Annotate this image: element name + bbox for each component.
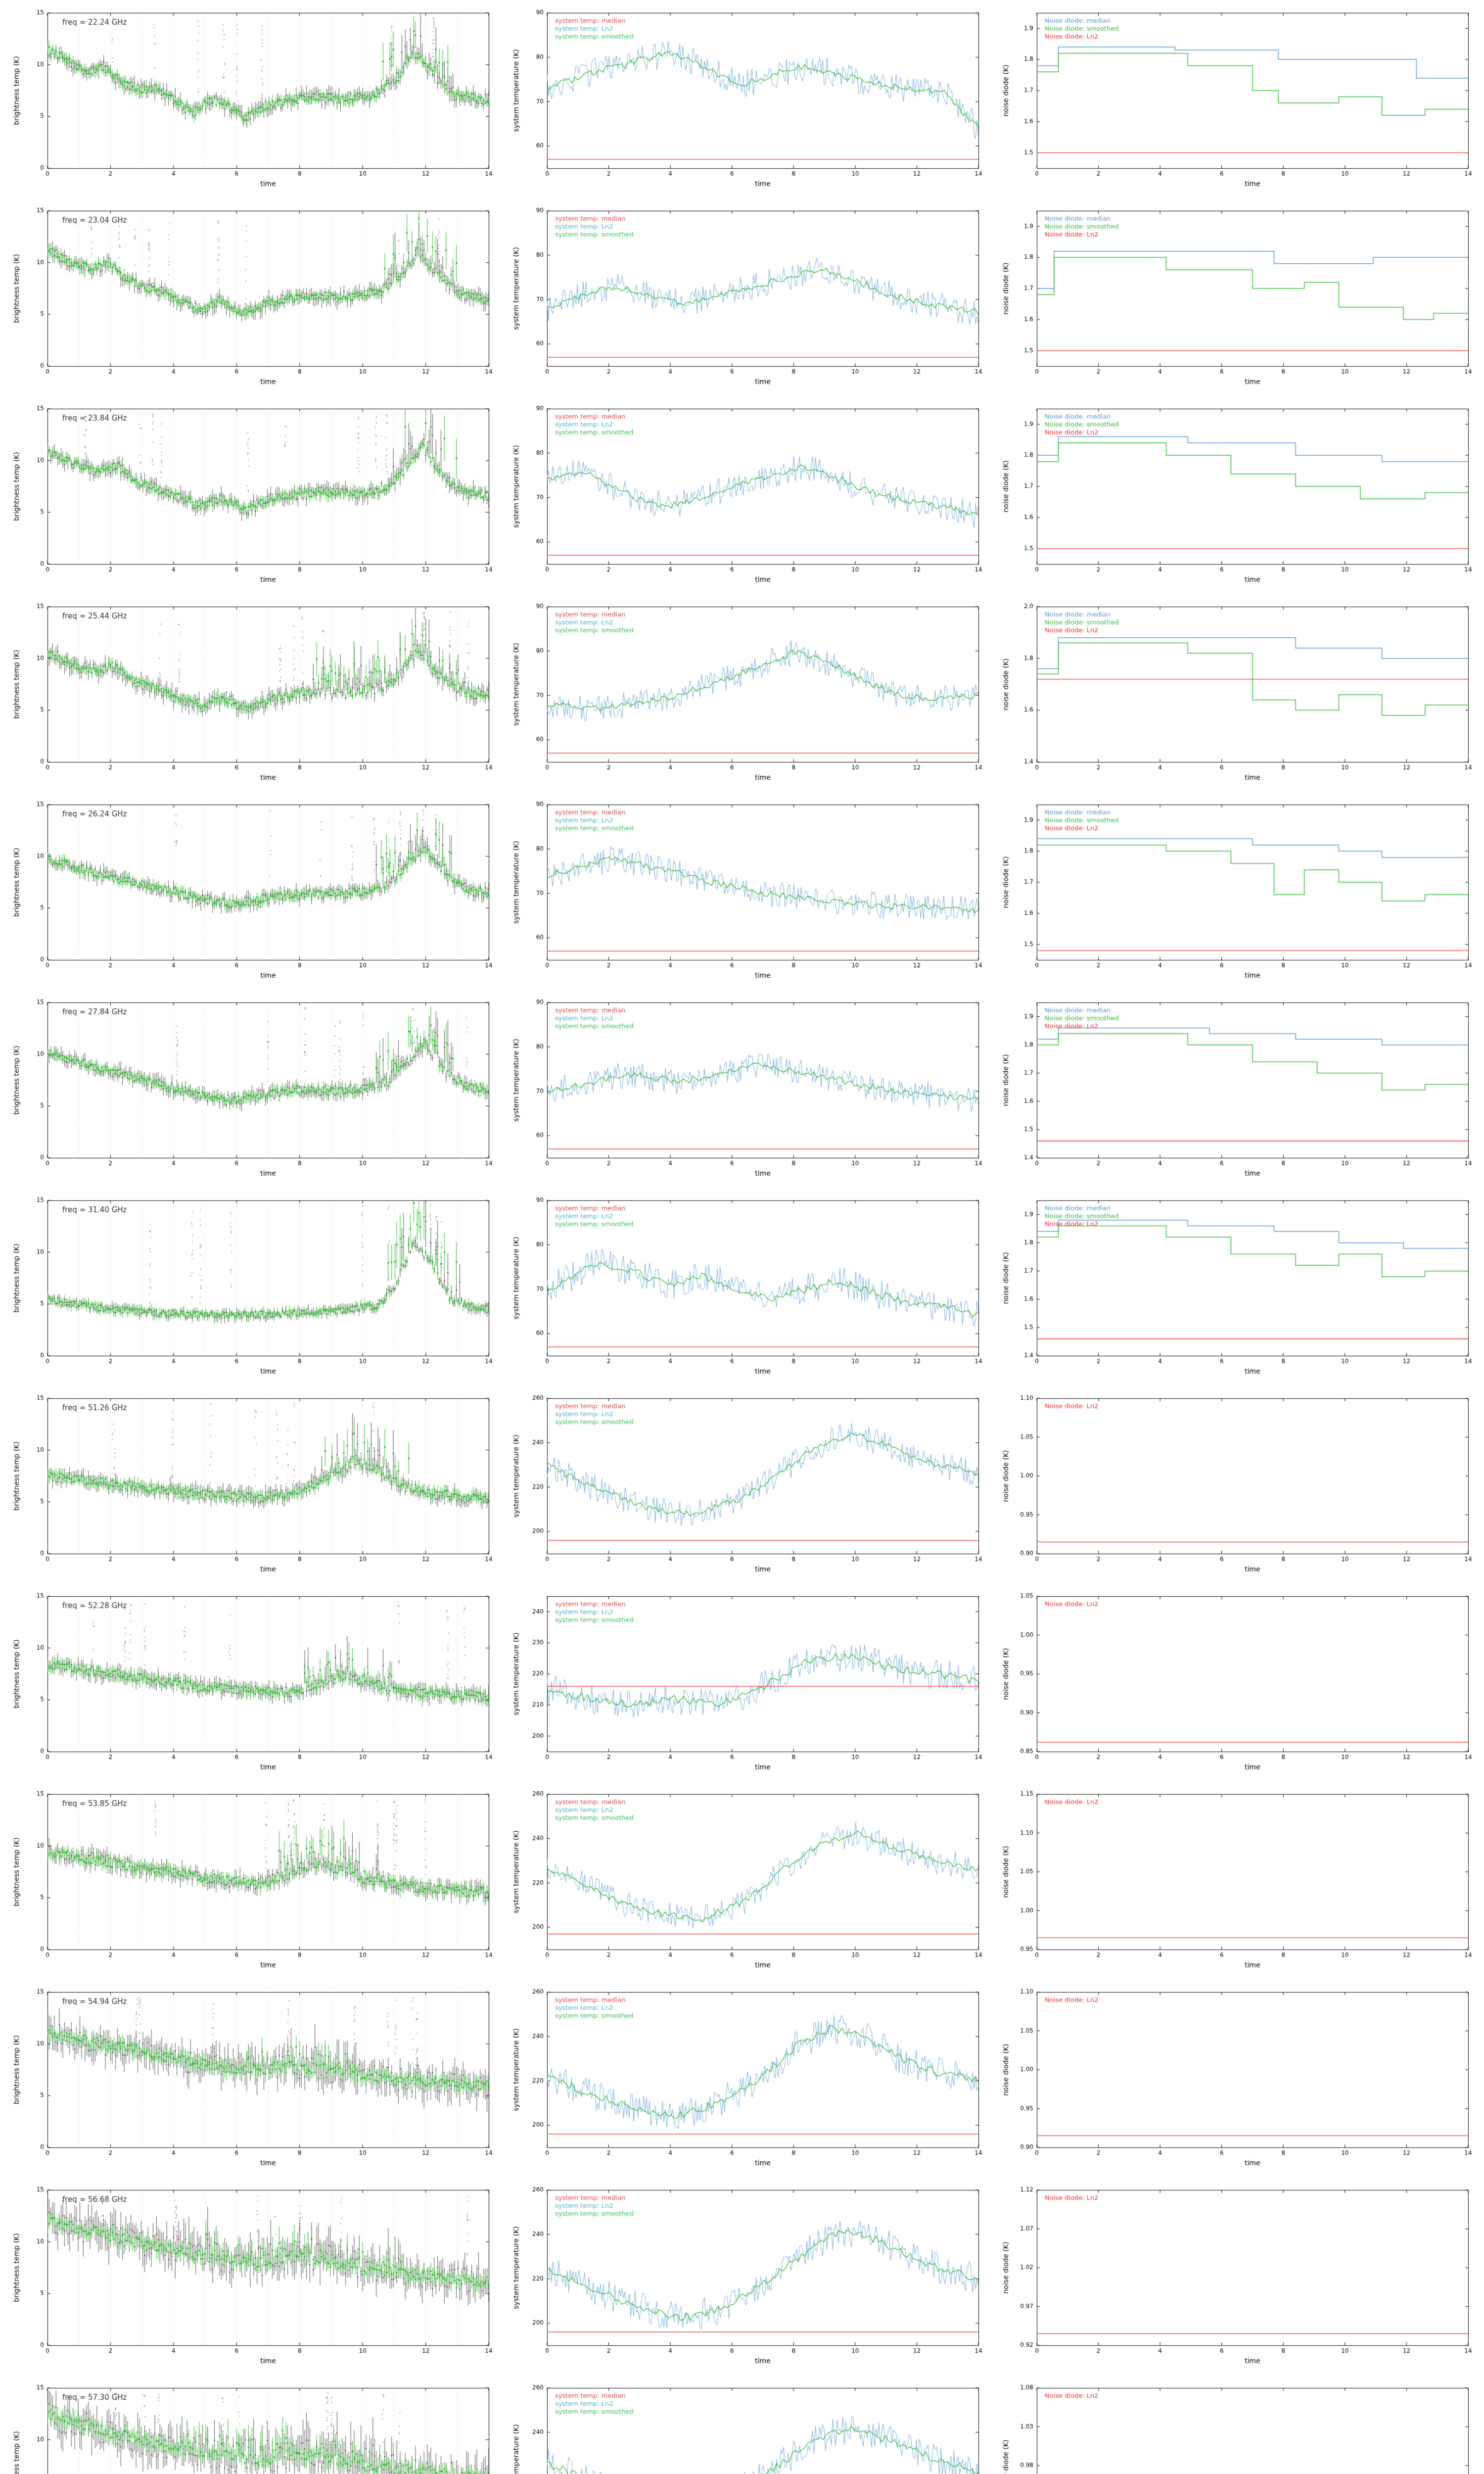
system-temp-cell bbox=[510, 2184, 984, 2375]
noise-diode-cell bbox=[999, 1590, 1474, 1781]
system-temp-cell bbox=[510, 1194, 984, 1385]
chart-row bbox=[0, 1781, 1484, 1979]
system-temp-chart bbox=[510, 1392, 984, 1576]
brightness-temp-chart bbox=[10, 205, 495, 389]
system-temp-cell bbox=[510, 1392, 984, 1583]
brightness-temp-cell bbox=[10, 997, 495, 1188]
system-temp-chart bbox=[510, 403, 984, 587]
system-temp-chart bbox=[510, 2184, 984, 2368]
system-temp-chart bbox=[510, 601, 984, 785]
chart-row bbox=[0, 1979, 1484, 2177]
system-temp-cell bbox=[510, 997, 984, 1188]
system-temp-cell bbox=[510, 799, 984, 990]
noise-diode-chart bbox=[999, 7, 1474, 191]
system-temp-cell bbox=[510, 1986, 984, 2177]
noise-diode-cell bbox=[999, 1392, 1474, 1583]
brightness-temp-cell bbox=[10, 2382, 495, 2474]
chart-row bbox=[0, 792, 1484, 990]
noise-diode-cell bbox=[999, 1194, 1474, 1385]
system-temp-cell bbox=[510, 403, 984, 594]
chart-row bbox=[0, 1583, 1484, 1781]
brightness-temp-chart bbox=[10, 2184, 495, 2368]
chart-row bbox=[0, 594, 1484, 792]
brightness-temp-chart bbox=[10, 1788, 495, 1972]
noise-diode-chart bbox=[999, 997, 1474, 1181]
noise-diode-cell bbox=[999, 601, 1474, 792]
system-temp-cell bbox=[510, 1788, 984, 1979]
brightness-temp-chart bbox=[10, 1986, 495, 2170]
brightness-temp-cell bbox=[10, 1194, 495, 1385]
brightness-temp-cell bbox=[10, 1788, 495, 1979]
noise-diode-chart bbox=[999, 1788, 1474, 1972]
noise-diode-cell bbox=[999, 997, 1474, 1188]
noise-diode-chart bbox=[999, 1590, 1474, 1774]
noise-diode-chart bbox=[999, 601, 1474, 785]
brightness-temp-cell bbox=[10, 403, 495, 594]
brightness-temp-chart bbox=[10, 1392, 495, 1576]
brightness-temp-chart bbox=[10, 7, 495, 191]
system-temp-chart bbox=[510, 2382, 984, 2474]
brightness-temp-cell bbox=[10, 1986, 495, 2177]
brightness-temp-cell bbox=[10, 7, 495, 198]
noise-diode-cell bbox=[999, 205, 1474, 396]
brightness-temp-cell bbox=[10, 1590, 495, 1781]
system-temp-chart bbox=[510, 1194, 984, 1379]
noise-diode-chart bbox=[999, 799, 1474, 983]
noise-diode-chart bbox=[999, 1194, 1474, 1379]
noise-diode-cell bbox=[999, 799, 1474, 990]
chart-row bbox=[0, 198, 1484, 396]
chart-row bbox=[0, 0, 1484, 198]
system-temp-chart bbox=[510, 799, 984, 983]
system-temp-cell bbox=[510, 601, 984, 792]
chart-row bbox=[0, 396, 1484, 594]
system-temp-cell bbox=[510, 2382, 984, 2474]
system-temp-chart bbox=[510, 1986, 984, 2170]
system-temp-cell bbox=[510, 205, 984, 396]
brightness-temp-chart bbox=[10, 2382, 495, 2474]
noise-diode-cell bbox=[999, 2382, 1474, 2474]
brightness-temp-cell bbox=[10, 601, 495, 792]
system-temp-chart bbox=[510, 7, 984, 191]
noise-diode-chart bbox=[999, 1986, 1474, 2170]
noise-diode-chart bbox=[999, 205, 1474, 389]
noise-diode-chart bbox=[999, 1392, 1474, 1576]
brightness-temp-cell bbox=[10, 1392, 495, 1583]
brightness-temp-chart bbox=[10, 799, 495, 983]
noise-diode-cell bbox=[999, 2184, 1474, 2375]
noise-diode-cell bbox=[999, 1986, 1474, 2177]
noise-diode-chart bbox=[999, 2382, 1474, 2474]
noise-diode-cell bbox=[999, 1788, 1474, 1979]
noise-diode-cell bbox=[999, 403, 1474, 594]
brightness-temp-chart bbox=[10, 997, 495, 1181]
brightness-temp-chart bbox=[10, 601, 495, 785]
system-temp-chart bbox=[510, 205, 984, 389]
noise-diode-chart bbox=[999, 403, 1474, 587]
brightness-temp-cell bbox=[10, 799, 495, 990]
chart-row bbox=[0, 1188, 1484, 1385]
noise-diode-cell bbox=[999, 7, 1474, 198]
brightness-temp-cell bbox=[10, 2184, 495, 2375]
brightness-temp-chart bbox=[10, 403, 495, 587]
brightness-temp-cell bbox=[10, 205, 495, 396]
system-temp-cell bbox=[510, 7, 984, 198]
noise-diode-chart bbox=[999, 2184, 1474, 2368]
chart-row bbox=[0, 1385, 1484, 1583]
system-temp-chart bbox=[510, 1590, 984, 1774]
system-temp-cell bbox=[510, 1590, 984, 1781]
chart-row bbox=[0, 2177, 1484, 2375]
system-temp-chart bbox=[510, 1788, 984, 1972]
brightness-temp-chart bbox=[10, 1194, 495, 1379]
chart-row bbox=[0, 990, 1484, 1188]
chart-row bbox=[0, 2375, 1484, 2474]
system-temp-chart bbox=[510, 997, 984, 1181]
brightness-temp-chart bbox=[10, 1590, 495, 1774]
